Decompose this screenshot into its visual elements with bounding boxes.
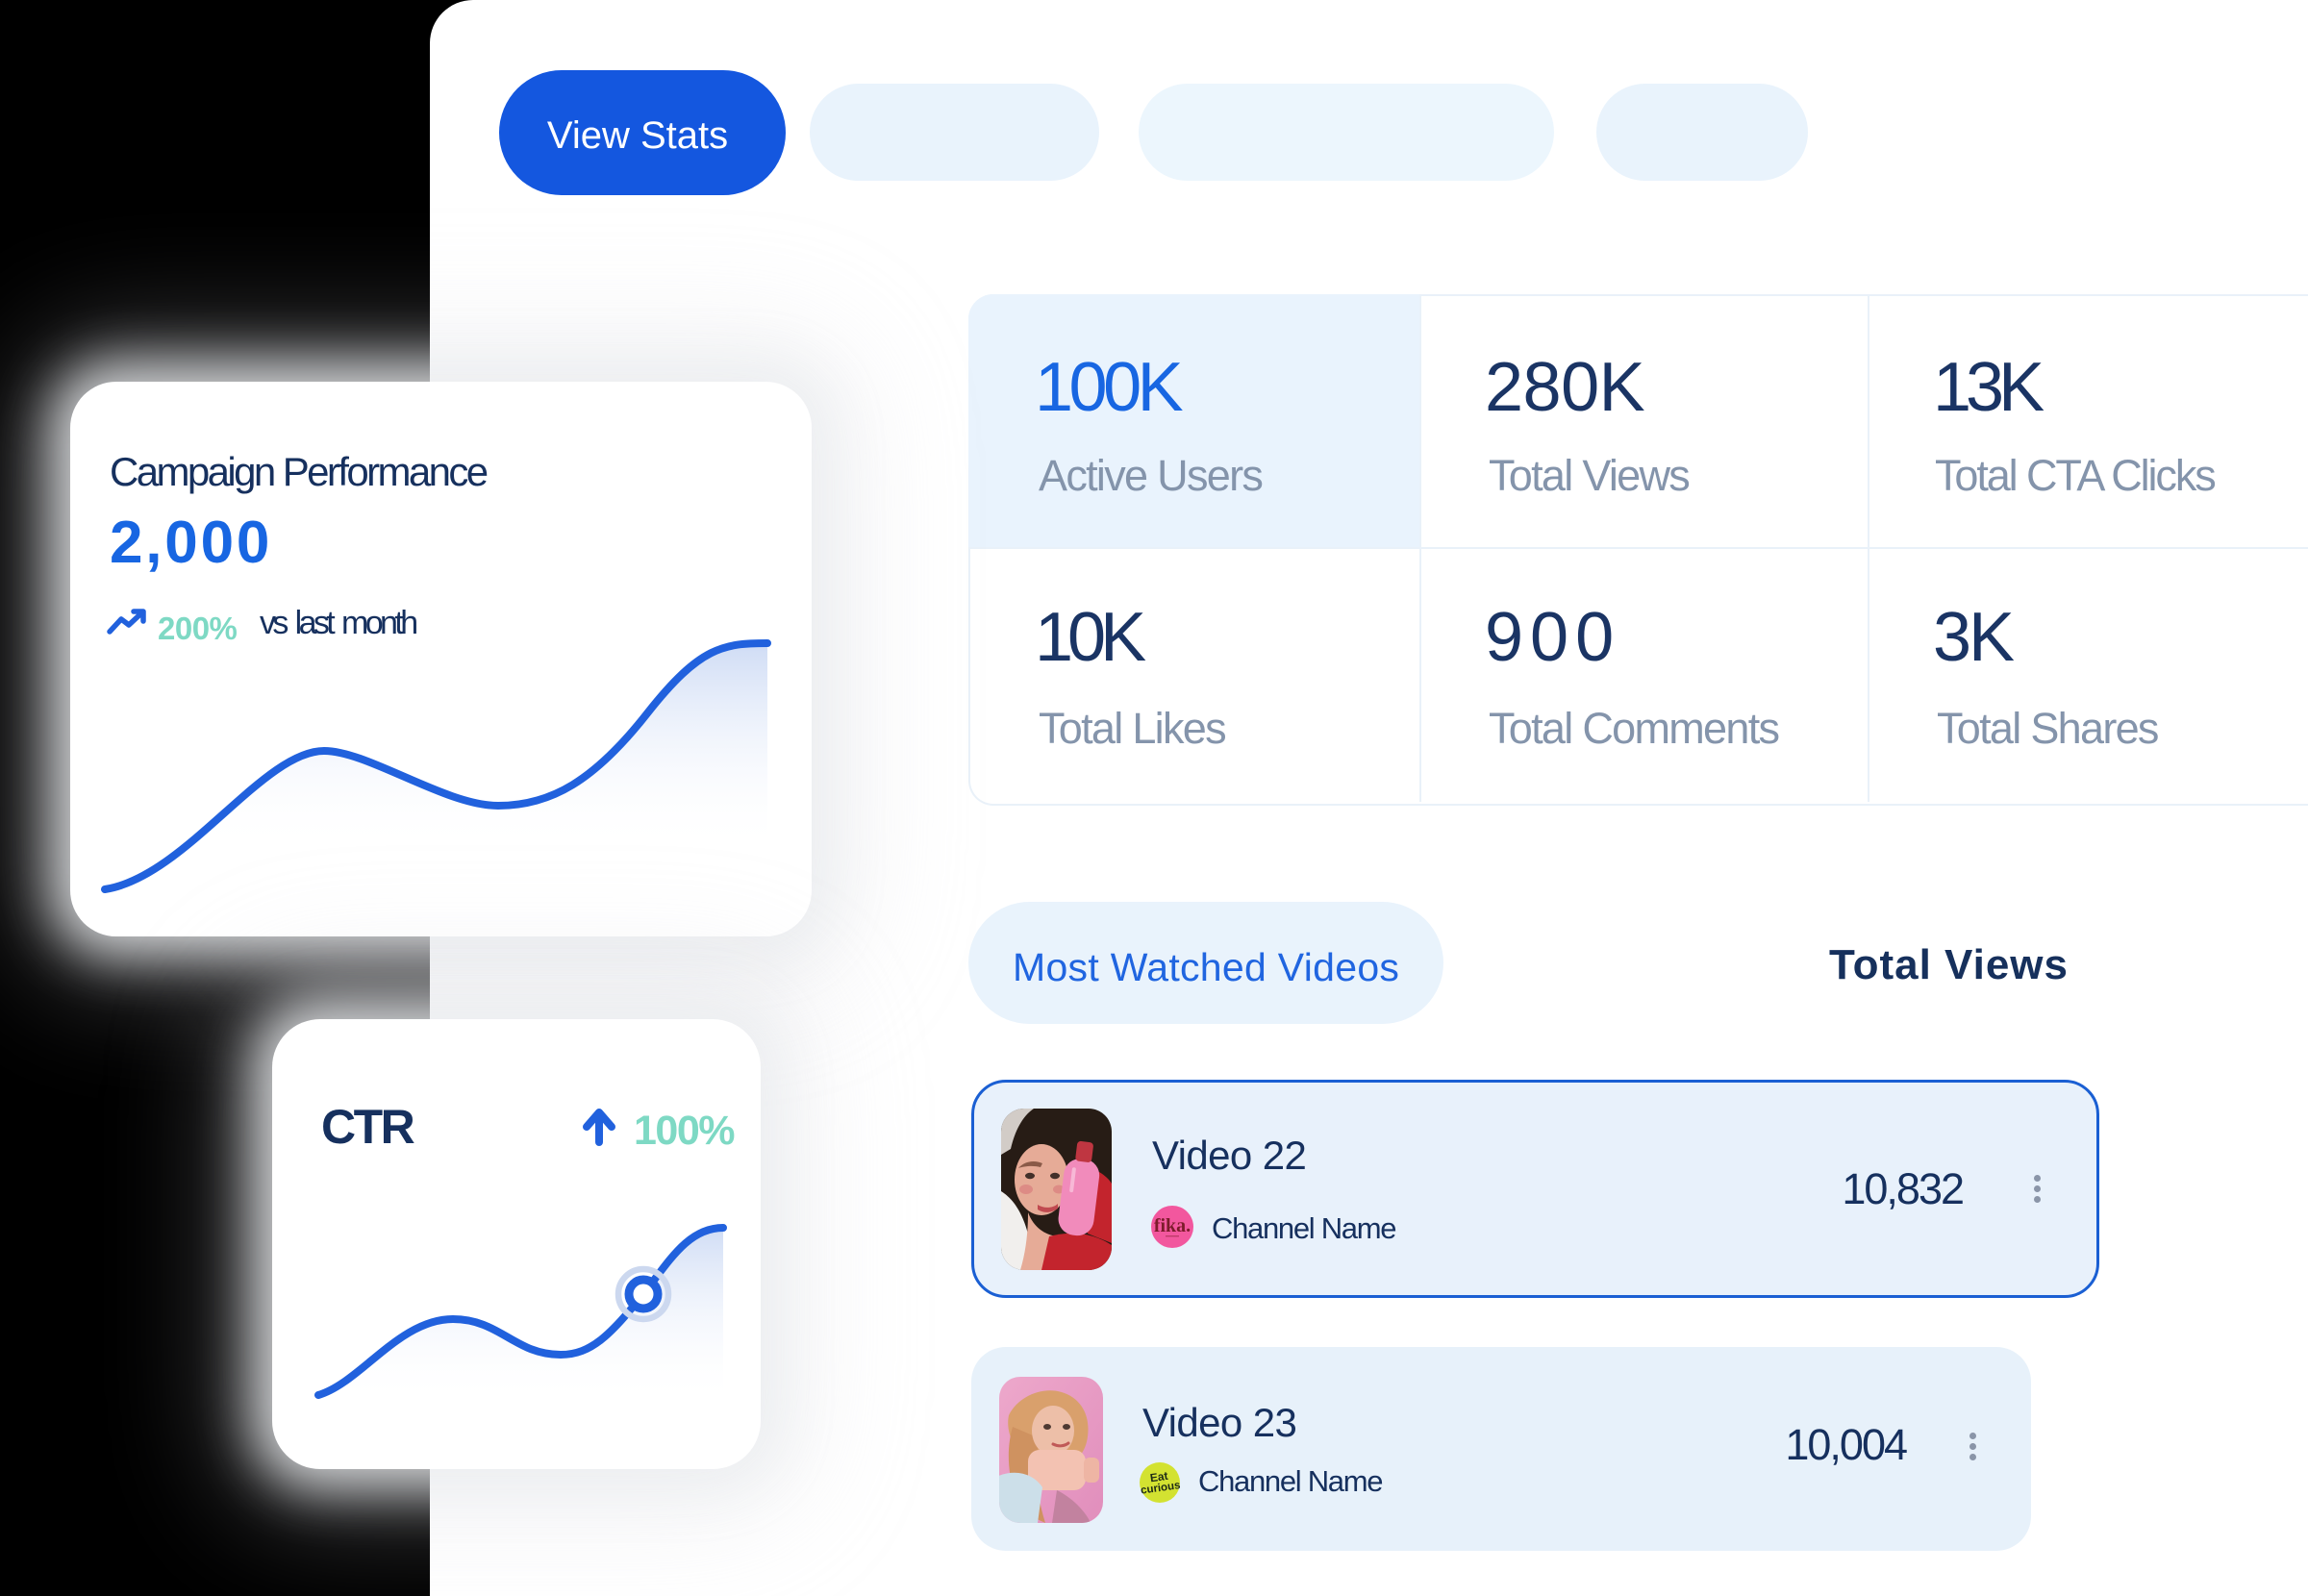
svg-text:fika.: fika. [1154, 1215, 1191, 1236]
svg-text:curious: curious [1140, 1480, 1180, 1497]
svg-text:Eat: Eat [1149, 1469, 1168, 1484]
